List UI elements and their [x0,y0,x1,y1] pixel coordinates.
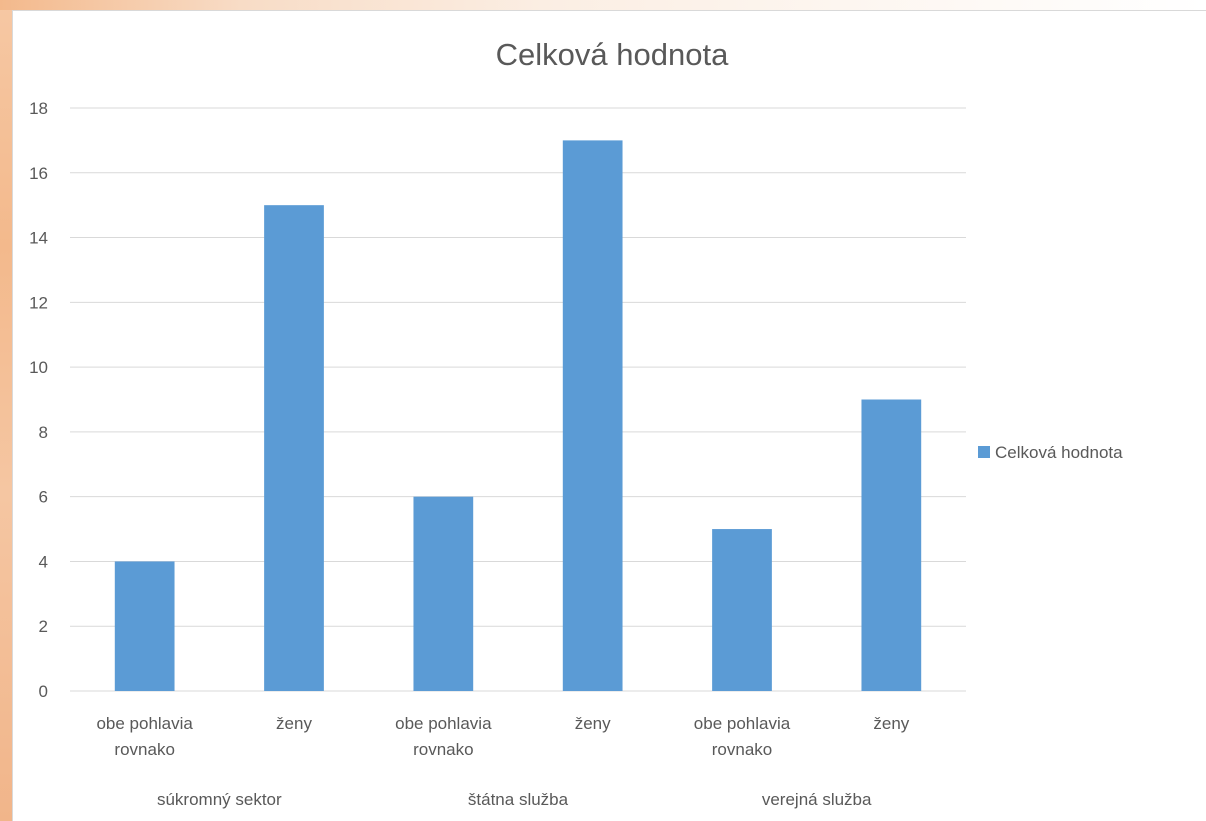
x-category-label: obe pohlavia [96,714,193,733]
legend-swatch [978,446,990,458]
x-category-label: ženy [276,714,312,733]
x-group-label: súkromný sektor [157,790,282,809]
y-tick-label: 4 [39,552,48,571]
bar [413,496,474,691]
y-tick-label: 2 [39,617,48,636]
y-tick-label: 10 [29,358,48,377]
x-category-label: rovnako [712,740,772,759]
x-category-label: obe pohlavia [395,714,492,733]
y-axis-ticks: 0 2 4 6 8 10 12 14 16 18 [29,99,48,701]
chart-title: Celková hodnota [496,37,729,72]
bar [712,529,772,691]
x-category-label: obe pohlavia [694,714,791,733]
x-category-label: ženy [575,714,611,733]
bars [114,140,922,691]
bar [861,399,922,691]
gridlines [70,107,966,692]
bar [562,140,623,691]
bar [264,205,324,691]
x-category-label: ženy [873,714,909,733]
y-tick-label: 16 [29,164,48,183]
bar [114,561,175,691]
y-tick-label: 18 [29,99,48,118]
x-category-label: rovnako [413,740,473,759]
y-tick-label: 6 [39,488,48,507]
background-left-strip [0,0,12,821]
y-tick-label: 0 [39,682,48,701]
legend: Celková hodnota [978,443,1123,462]
x-group-label: štátna služba [468,790,569,809]
y-tick-label: 8 [39,423,48,442]
background-top-strip [0,0,1206,10]
legend-label: Celková hodnota [995,443,1123,462]
x-category-label: rovnako [114,740,174,759]
y-tick-label: 12 [29,293,48,312]
x-group-label: verejná služba [762,790,872,809]
x-axis-categories: obe pohlavia rovnako ženy obe pohlavia rovna… [96,714,909,759]
y-tick-label: 14 [29,229,48,248]
x-axis-groups: súkromný sektor štátna služba verejná služ… [157,790,872,809]
